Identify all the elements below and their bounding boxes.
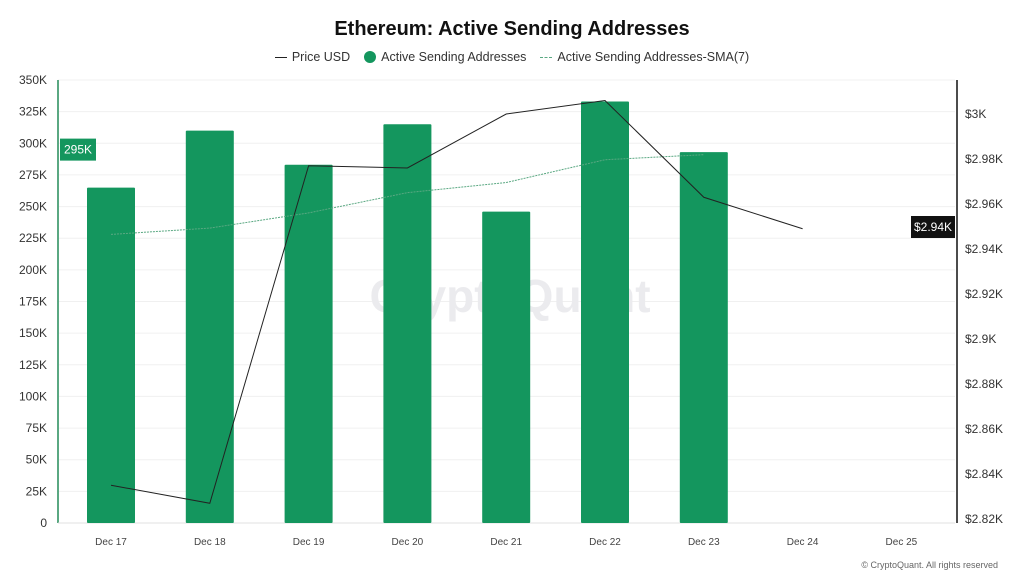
left-tick-label: 175K [19,295,47,309]
bar [581,101,629,523]
sma-line [110,154,704,235]
left-tick-label: 300K [19,136,47,150]
left-tick-label: 100K [19,389,47,403]
bar [383,124,432,524]
copyright: © CryptoQuant. All rights reserved [861,560,998,570]
legend-item-sma[interactable]: Active Sending Addresses-SMA(7) [540,50,749,64]
left-tick-label: 125K [19,358,47,372]
legend: Price USD Active Sending Addresses Activ… [0,50,1024,64]
x-tick-label: Dec 18 [194,537,226,548]
x-tick-label: Dec 20 [392,537,424,548]
right-tick-label: $2.82K [965,512,1003,526]
x-tick-label: Dec 24 [787,537,819,548]
left-tick-label: 325K [19,105,47,119]
x-tick-label: Dec 22 [589,537,621,548]
right-tick-label: $2.92K [965,287,1003,301]
bar [87,187,135,524]
right-tick-label: $2.96K [965,197,1003,211]
legend-label: Active Sending Addresses-SMA(7) [557,50,750,64]
left-tick-label: 350K [19,73,47,87]
left-tick-label: 200K [19,263,47,277]
right-tick-label: $2.84K [965,467,1003,481]
left-tick-label: 25K [26,484,47,498]
right-tick-label: $3K [965,107,986,121]
left-tick-label: 225K [19,231,47,245]
left-tick-label: 0 [40,516,47,530]
left-value-marker-label: 295K [64,143,92,157]
x-tick-label: Dec 25 [886,537,918,548]
x-tick-label: Dec 23 [688,537,720,548]
x-tick-label: Dec 17 [95,537,127,548]
chart-title: Ethereum: Active Sending Addresses [334,18,690,40]
right-tick-label: $2.86K [965,422,1003,436]
legend-label: Price USD [291,50,351,64]
left-tick-label: 150K [19,326,47,340]
right-tick-label: $2.98K [965,152,1003,166]
right-value-marker-label: $2.94K [914,220,952,234]
left-value-marker [60,138,96,161]
left-tick-label: 275K [19,168,47,182]
x-tick-label: Dec 19 [293,537,325,548]
price-line [110,99,803,504]
right-tick-label: $2.88K [965,377,1003,391]
bar [284,164,333,523]
line-swatch-icon [274,56,287,58]
bar [185,130,234,523]
legend-item-price[interactable]: Price USD [274,50,351,64]
dashed-swatch-icon [540,56,553,58]
legend-label: Active Sending Addresses [381,50,527,64]
left-tick-label: 75K [26,421,47,435]
right-value-marker [911,216,955,238]
right-tick-label: $2.94K [965,242,1003,256]
legend-item-addresses[interactable]: Active Sending Addresses [364,50,526,64]
left-tick-label: 50K [26,453,47,467]
dot-swatch-icon [364,51,377,63]
right-tick-label: $2.9K [965,332,996,346]
left-tick-label: 250K [19,200,47,214]
bar [482,211,531,524]
bar [679,152,728,523]
x-tick-label: Dec 21 [490,537,522,548]
